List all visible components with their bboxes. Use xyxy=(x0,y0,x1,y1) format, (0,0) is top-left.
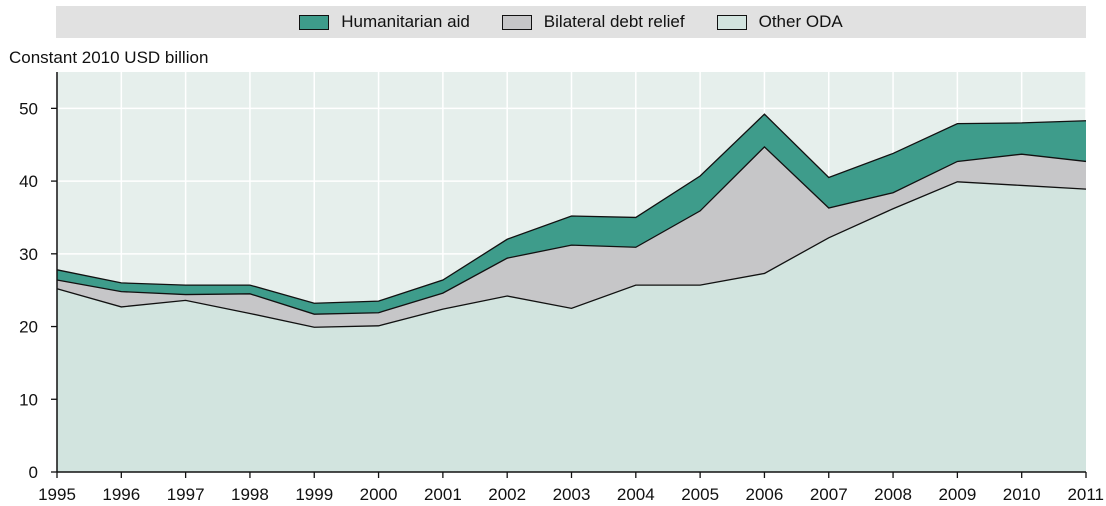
y-tick-label-10: 10 xyxy=(19,390,38,409)
plot-area: 0 10 20 30 40 50 1995 1996 1997 1998 1999 2000 2001 2… xyxy=(19,72,1104,504)
legend-swatch-humanitarian-aid xyxy=(299,14,330,30)
y-tick-label-30: 30 xyxy=(19,245,38,264)
x-tick-label-1995: 1995 xyxy=(38,485,76,504)
y-axis-unit-label: Constant 2010 USD billion xyxy=(9,48,209,67)
legend-item-other-oda: Other ODA xyxy=(716,12,843,32)
x-tick-label-2011: 2011 xyxy=(1067,485,1104,504)
x-tick-label-2000: 2000 xyxy=(360,485,398,504)
x-tick-label-2007: 2007 xyxy=(810,485,848,504)
x-tick-label-2003: 2003 xyxy=(553,485,591,504)
y-tick-label-20: 20 xyxy=(19,318,38,337)
x-tick-label-2008: 2008 xyxy=(874,485,912,504)
area-other-oda xyxy=(57,181,1086,472)
x-tick-label-1996: 1996 xyxy=(102,485,140,504)
legend-label-humanitarian-aid: Humanitarian aid xyxy=(341,12,470,31)
y-tick-label-50: 50 xyxy=(19,99,38,118)
x-tick-label-1999: 1999 xyxy=(295,485,333,504)
line-top-bilateral-debt-relief xyxy=(56,146,1087,315)
x-tick-label-2002: 2002 xyxy=(488,485,526,504)
x-tick-label-2005: 2005 xyxy=(681,485,719,504)
legend-swatch-other-oda xyxy=(716,14,747,30)
legend-item-humanitarian-aid: Humanitarian aid xyxy=(299,12,470,32)
legend-swatch-bilateral-debt-relief xyxy=(501,14,532,30)
x-tick-label-2006: 2006 xyxy=(746,485,784,504)
y-tick-label-0: 0 xyxy=(29,463,38,482)
line-top-humanitarian-aid xyxy=(56,113,1087,304)
area-humanitarian-aid xyxy=(57,114,1086,315)
y-tick-label-40: 40 xyxy=(19,172,38,191)
x-tick-label-2001: 2001 xyxy=(424,485,462,504)
x-tick-label-2010: 2010 xyxy=(1003,485,1041,504)
legend: Humanitarian aid Bilateral debt relief O… xyxy=(56,6,1086,38)
x-tick-label-1997: 1997 xyxy=(167,485,205,504)
x-tick-label-1998: 1998 xyxy=(231,485,269,504)
legend-bar: Humanitarian aid Bilateral debt relief O… xyxy=(56,6,1086,38)
x-tick-label-2004: 2004 xyxy=(617,485,655,504)
legend-item-bilateral-debt-relief: Bilateral debt relief xyxy=(501,12,685,32)
area-bilateral-debt-relief xyxy=(57,146,1086,328)
legend-label-bilateral-debt-relief: Bilateral debt relief xyxy=(543,12,685,31)
line-top-other-oda xyxy=(56,181,1087,328)
x-tick-label-2009: 2009 xyxy=(938,485,976,504)
legend-label-other-oda: Other ODA xyxy=(758,12,843,31)
